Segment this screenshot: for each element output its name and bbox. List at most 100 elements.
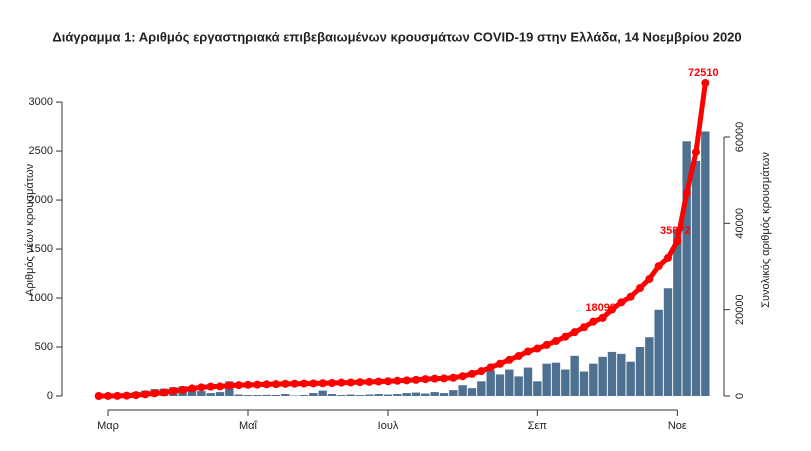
cumulative-point: [664, 253, 672, 262]
cumulative-point: [645, 275, 654, 284]
bar: [374, 394, 383, 396]
cumulative-point: [188, 384, 196, 393]
cumulative-point: [542, 340, 551, 349]
cumulative-point: [374, 377, 383, 386]
cumulative-point: [496, 359, 504, 368]
cumulative-point: [505, 355, 514, 364]
cumulative-point: [608, 305, 616, 314]
cumulative-point: [384, 377, 392, 386]
cumulative-point: [533, 344, 542, 353]
cumulative-line: [98, 82, 708, 399]
bar: [645, 337, 654, 396]
cumulative-point: [132, 391, 140, 400]
x-tick-label: Σεπ: [528, 420, 548, 432]
bar: [458, 385, 467, 396]
bar: [514, 376, 523, 396]
bar: [299, 395, 309, 396]
cumulative-point: [262, 380, 271, 389]
bar: [411, 392, 421, 396]
bar: [570, 355, 579, 396]
cumulative-point: [365, 377, 374, 386]
cumulative-point: [104, 391, 112, 400]
cumulative-point: [449, 373, 458, 382]
bar: [346, 394, 355, 396]
cumulative-point: [654, 262, 663, 271]
cumulative-point: [216, 382, 224, 391]
bar: [383, 394, 393, 396]
bar: [701, 131, 710, 396]
y-tick-label: 2000: [29, 194, 53, 206]
y2-tick-label: 20000: [734, 294, 746, 325]
cumulative-point: [430, 374, 439, 383]
cumulative-point: [682, 189, 691, 198]
cumulative-point: [337, 378, 346, 387]
data-label: 18098: [585, 302, 616, 314]
bar: [617, 353, 626, 396]
bar: [393, 394, 402, 396]
bar: [402, 393, 411, 396]
bar: [337, 395, 346, 396]
y-tick-label: 500: [35, 341, 53, 353]
cumulative-point: [272, 380, 280, 389]
bar: [309, 393, 318, 396]
cumulative-point: [626, 292, 635, 301]
x-tick-label: Μαρ: [97, 420, 119, 432]
cumulative-point: [552, 337, 560, 346]
data-label: 35872: [660, 225, 691, 237]
x-tick-label: Ιουλ: [378, 420, 399, 432]
bar: [234, 394, 243, 396]
cumulative-point: [318, 379, 327, 388]
bar: [626, 361, 635, 396]
cumulative-point: [524, 347, 532, 356]
cumulative-point: [206, 382, 215, 391]
bar: [197, 391, 206, 396]
bar: [467, 388, 477, 396]
y-tick-label: 2500: [29, 145, 53, 157]
bar: [327, 394, 337, 396]
y-axis-label: Αριθμός νέων κρουσμάτων: [24, 163, 36, 296]
cumulative-point: [178, 385, 187, 394]
bar: [281, 394, 290, 396]
y-tick-label: 1500: [29, 243, 53, 255]
cumulative-point: [356, 378, 364, 387]
cumulative-point: [580, 323, 588, 332]
cumulative-point: [692, 148, 700, 157]
cumulative-point: [440, 374, 448, 383]
cumulative-point: [589, 317, 598, 326]
cumulative-point: [94, 391, 103, 400]
y2-axis-label: Συνολικός αριθμός κρουσμάτων: [760, 152, 772, 308]
bar: [187, 390, 197, 396]
cumulative-point: [514, 351, 523, 360]
bar: [486, 370, 495, 396]
bar: [635, 347, 645, 396]
cumulative-point: [477, 367, 486, 376]
bar: [551, 362, 561, 396]
bar: [243, 395, 253, 396]
bar: [477, 381, 486, 396]
data-label: 72510: [688, 67, 719, 79]
cumulative-point: [393, 376, 402, 385]
bar: [206, 393, 215, 396]
bar: [355, 395, 365, 396]
cumulative-point: [458, 372, 467, 381]
cumulative-point: [169, 387, 178, 396]
cumulative-point: [468, 369, 476, 378]
cumulative-point: [290, 379, 299, 388]
cumulative-point: [636, 284, 644, 293]
cumulative-point: [300, 379, 308, 388]
y-tick-label: 0: [47, 390, 53, 402]
bar: [495, 374, 505, 396]
bar: [542, 363, 551, 396]
y-tick-label: 1000: [29, 292, 53, 304]
cumulative-point: [253, 380, 262, 389]
y2-tick-label: 60000: [734, 122, 746, 153]
cumulative-point: [141, 390, 150, 399]
bar: [589, 363, 598, 396]
cumulative-point: [234, 381, 243, 390]
cumulative-point: [309, 379, 318, 388]
cumulative-point: [197, 383, 206, 392]
bar: [215, 392, 225, 396]
bar: [598, 356, 607, 396]
bar: [579, 371, 589, 396]
